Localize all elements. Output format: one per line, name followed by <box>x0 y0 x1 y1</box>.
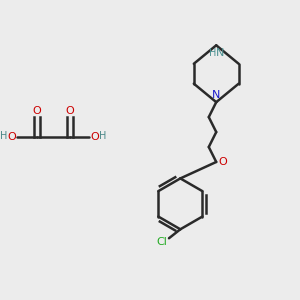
Text: O: O <box>32 106 41 116</box>
Text: O: O <box>8 131 16 142</box>
Text: H: H <box>209 48 216 58</box>
Text: Cl: Cl <box>156 237 167 247</box>
Text: H: H <box>0 131 7 141</box>
Text: H: H <box>99 131 106 141</box>
Text: O: O <box>90 131 99 142</box>
Text: O: O <box>65 106 74 116</box>
Text: N: N <box>212 90 220 100</box>
Text: O: O <box>218 157 227 167</box>
Text: N: N <box>216 48 224 58</box>
